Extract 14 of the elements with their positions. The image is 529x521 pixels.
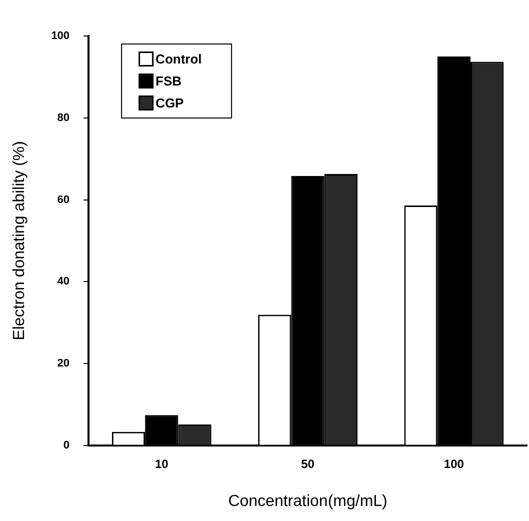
legend-label: Control <box>156 52 202 67</box>
x-axis-title: Concentration(mg/mL) <box>228 492 388 510</box>
y-tick-label: 0 <box>63 439 70 452</box>
y-tick-label: 60 <box>57 194 70 206</box>
y-tick-label: 100 <box>51 30 70 42</box>
x-tick-label: 100 <box>444 456 464 471</box>
y-tick-label: 80 <box>57 112 70 124</box>
y-axis-title: Electron donating ability (%) <box>11 141 28 340</box>
y-tick-label: 40 <box>57 276 70 288</box>
y-tick-label: 20 <box>57 358 70 370</box>
legend-label: CGP <box>156 96 184 111</box>
x-tick-label: 50 <box>301 456 315 471</box>
legend-label: FSB <box>156 74 182 89</box>
x-tick-label: 10 <box>154 456 169 471</box>
